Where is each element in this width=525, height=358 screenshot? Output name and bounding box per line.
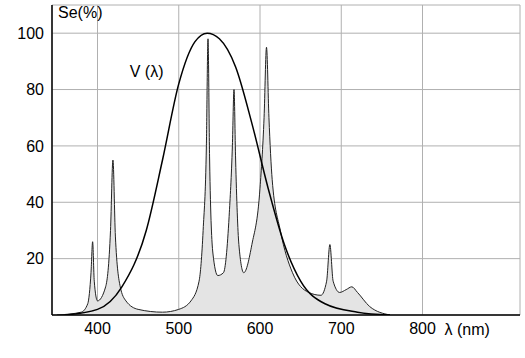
- svg-text:20: 20: [26, 250, 44, 267]
- svg-text:40: 40: [26, 194, 44, 211]
- html-text:V (λ): V (λ): [129, 62, 164, 80]
- html-text:λ (nm): λ (nm): [444, 321, 490, 338]
- svg-text:400: 400: [84, 320, 111, 337]
- svg-text:60: 60: [26, 138, 44, 155]
- svg-text:80: 80: [26, 81, 44, 98]
- svg-text:600: 600: [247, 320, 274, 337]
- svg-text:700: 700: [328, 320, 355, 337]
- html-text:Se(%): Se(%): [58, 4, 103, 21]
- svg-text:800: 800: [409, 320, 436, 337]
- svg-text:100: 100: [17, 25, 44, 42]
- svg-text:500: 500: [165, 320, 192, 337]
